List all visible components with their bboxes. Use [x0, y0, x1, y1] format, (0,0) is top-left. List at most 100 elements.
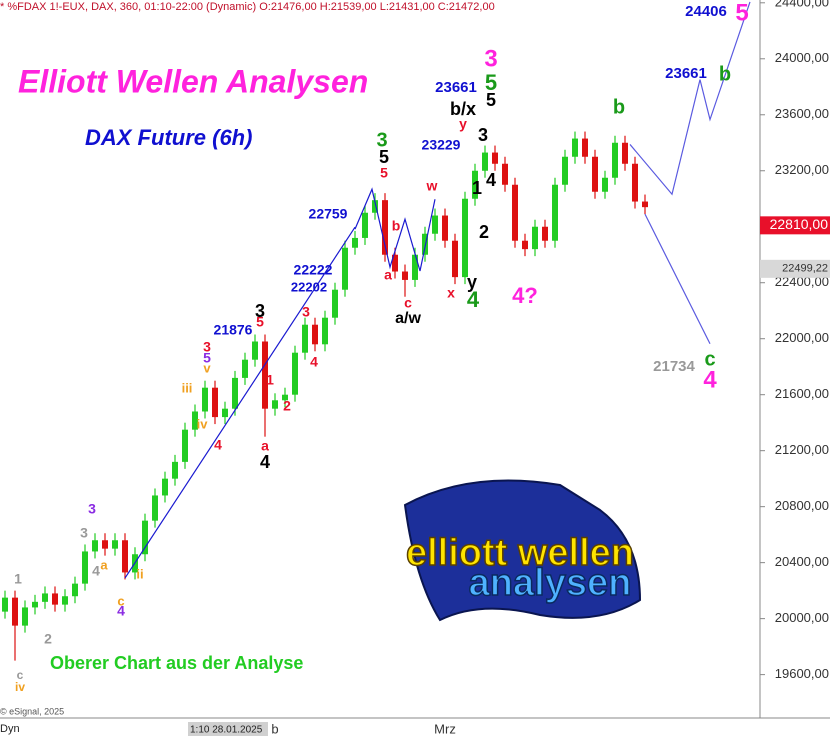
wave-line [644, 213, 711, 345]
wave-label: b [613, 96, 625, 118]
candle-body [502, 163, 508, 185]
wave-label: 1 [472, 178, 482, 198]
candle-body [322, 317, 328, 345]
candle-body [152, 495, 158, 521]
candle-body [12, 597, 18, 626]
wave-label: 1 [14, 571, 22, 587]
wave-label: 4 [92, 563, 100, 579]
y-tick-label: 24400,00 [775, 0, 829, 9]
candle-body [32, 601, 38, 608]
x-tick-label: Mrz [434, 721, 456, 736]
candle-body [412, 254, 418, 280]
candle-body [612, 142, 618, 178]
footnote: Oberer Chart aus der Analyse [50, 653, 303, 673]
wave-label: b/x [450, 99, 476, 119]
x-tick-label: b [271, 721, 278, 736]
wave-label: w [426, 178, 438, 194]
candle-body [172, 461, 178, 479]
candle-body [52, 593, 58, 605]
candle-body [532, 226, 538, 250]
wave-label: c [404, 295, 412, 311]
wave-label: 5 [256, 314, 264, 330]
price-label: 22499,22 [782, 263, 828, 275]
candle-body [402, 271, 408, 280]
wave-label: y [467, 272, 477, 292]
candle-body [162, 478, 168, 496]
subtitle: DAX Future (6h) [85, 125, 252, 150]
candle-body [252, 341, 258, 360]
price-label-box [760, 259, 830, 278]
candle-body [182, 429, 188, 462]
candle-body [462, 198, 468, 278]
candle-body [62, 596, 68, 605]
price-label: 22810,00 [770, 216, 829, 232]
wave-line [354, 187, 436, 272]
wave-label: 1 [266, 372, 274, 388]
wave-label: v [203, 360, 211, 375]
wave-label: 4? [512, 283, 538, 308]
candle-body [442, 215, 448, 241]
wave-label: y [459, 116, 467, 132]
wave-label: 24406 [685, 3, 727, 20]
wave-label: c [704, 348, 715, 370]
wave-label: 4 [486, 170, 496, 190]
candle-body [572, 138, 578, 157]
y-tick-label: 20400,00 [775, 554, 829, 569]
wave-label: a [100, 557, 108, 572]
candle-body [2, 597, 8, 612]
wave-label: 3 [478, 125, 488, 145]
y-tick-label: 19600,00 [775, 666, 829, 681]
price-label-box [760, 216, 830, 235]
candle-body [122, 540, 128, 573]
wave-label: 4 [214, 437, 222, 453]
source: © eSignal, 2025 [0, 706, 64, 716]
y-tick-label: 21200,00 [775, 442, 829, 457]
candle-body [372, 200, 378, 213]
wave-label: 4 [117, 603, 125, 619]
logo: elliott wellen analysen [403, 479, 642, 622]
candle-body [292, 352, 298, 395]
candle-body [452, 240, 458, 278]
candle-body [592, 156, 598, 192]
wave-label: 2 [44, 631, 52, 647]
wave-label: b [392, 218, 401, 234]
wave-label: 22222 [294, 262, 333, 278]
wave-label: 3 [484, 45, 497, 72]
candle-body [272, 400, 278, 409]
candle-body [362, 212, 368, 238]
wave-label: 4 [467, 287, 480, 312]
wave-label: a/w [395, 310, 421, 327]
candle-body [262, 341, 268, 409]
wave-label: 3 [88, 501, 96, 517]
candle-body [142, 520, 148, 555]
cursor-label: 1:10 28.01.2025 [190, 725, 263, 736]
candle-body [22, 607, 28, 626]
wave-label: 22759 [309, 206, 348, 222]
wave-label: iii [182, 380, 193, 395]
y-tick-label: 21600,00 [775, 386, 829, 401]
wave-label: 3 [255, 301, 265, 321]
candle-body [432, 215, 438, 234]
wave-label: 5 [379, 147, 389, 167]
wave-label: 22202 [291, 279, 327, 294]
candle-body [232, 377, 238, 409]
candle-body [222, 408, 228, 418]
wave-label: 2 [283, 398, 291, 414]
wave-label: 5 [380, 165, 388, 181]
candle-body [472, 170, 478, 199]
candle-body [82, 551, 88, 584]
candle-body [482, 152, 488, 171]
wave-label: 23661 [435, 79, 477, 96]
wave-label: 21876 [214, 322, 253, 338]
candle-body [332, 289, 338, 318]
candle-body [352, 237, 358, 248]
candle-body [102, 540, 108, 549]
wave-label: 3 [376, 129, 387, 151]
wave-label: b [719, 63, 731, 85]
candle-body [92, 540, 98, 552]
wave-label: c [17, 668, 24, 682]
candle-body [632, 163, 638, 202]
candle-body [72, 583, 78, 597]
wave-label: 23229 [422, 137, 461, 153]
